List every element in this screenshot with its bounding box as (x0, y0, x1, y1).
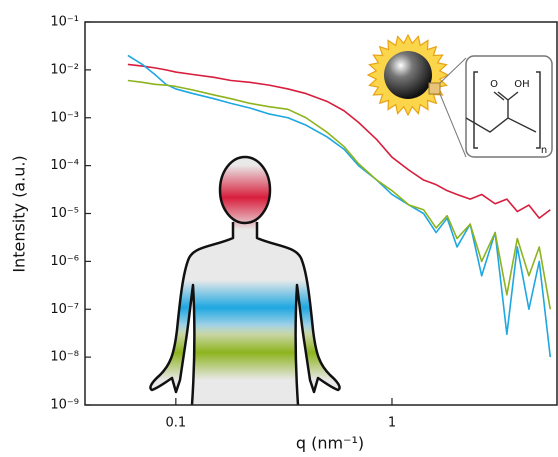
y-tick-label: 10⁻¹ (50, 15, 79, 30)
x-tick-label: 1 (388, 416, 396, 431)
series-line (127, 79, 552, 310)
polymer-structure: O OH n (465, 55, 553, 158)
repeat-label: n (541, 145, 547, 156)
nanoparticle (366, 33, 467, 158)
atom-label: OH (514, 79, 529, 90)
y-tick-label: 10⁻⁴ (50, 158, 79, 173)
y-tick-label: 10⁻⁷ (50, 302, 79, 317)
y-tick-label: 10⁻⁶ (50, 254, 79, 269)
y-tick-label: 10⁻³ (50, 110, 79, 125)
y-axis-label: Intensity (a.u.) (10, 155, 29, 272)
atom-label: O (490, 79, 498, 90)
x-axis-label: q (nm⁻¹) (296, 434, 364, 453)
y-tick-label: 10⁻⁹ (50, 398, 79, 413)
series-layer (127, 54, 552, 358)
x-tick-label: 0.1 (165, 416, 186, 431)
y-tick-label: 10⁻² (50, 62, 79, 77)
human-figure (149, 155, 341, 406)
y-tick-label: 10⁻⁵ (50, 206, 79, 221)
series-line (127, 63, 551, 219)
y-tick-label: 10⁻⁸ (50, 350, 79, 365)
